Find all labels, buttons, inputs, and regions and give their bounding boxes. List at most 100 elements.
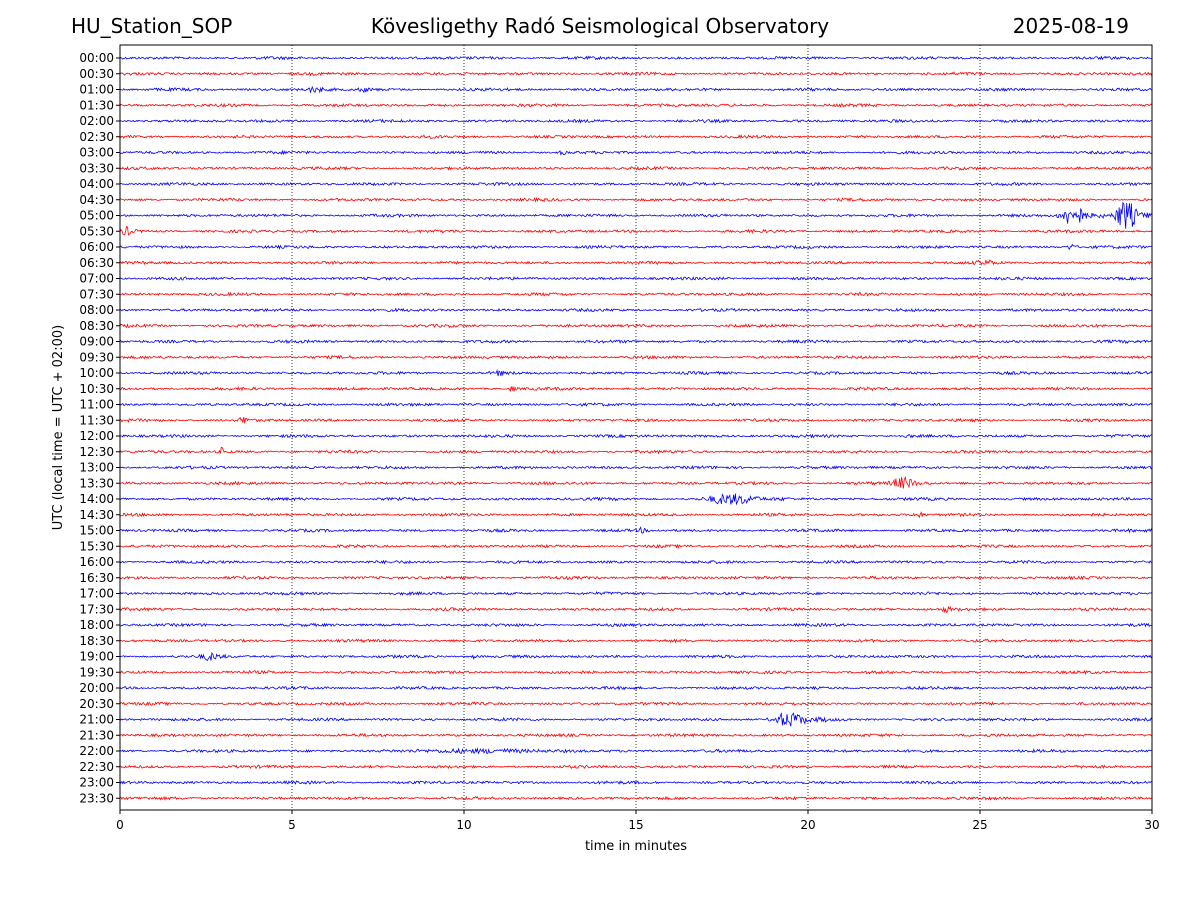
trace-1800 [119, 622, 1153, 628]
trace-2030 [119, 701, 1153, 707]
trace-0300 [119, 149, 1153, 156]
y-tick-label: 23:00 [79, 776, 114, 790]
trace-2100 [119, 712, 1153, 727]
trace-1000 [119, 368, 1153, 377]
y-tick-label: 15:30 [79, 539, 114, 553]
trace-1730 [119, 605, 1153, 614]
y-tick-label: 06:30 [79, 256, 114, 270]
trace-0200 [119, 118, 1152, 124]
x-tick-label: 20 [800, 818, 815, 832]
y-tick-label: 18:00 [79, 618, 114, 632]
y-tick-label: 19:00 [79, 650, 114, 664]
y-tick-label: 21:00 [79, 713, 114, 727]
trace-0000 [119, 55, 1153, 61]
station-label: HU_Station_SOP [71, 14, 233, 38]
trace-0700 [120, 276, 1153, 281]
y-tick-label: 05:00 [79, 209, 114, 223]
y-tick-label: 01:30 [79, 98, 114, 112]
y-tick-label: 11:00 [79, 398, 114, 412]
y-tick-label: 18:30 [79, 634, 114, 648]
y-tick-label: 07:30 [79, 287, 114, 301]
y-tick-label: 19:30 [79, 665, 114, 679]
trace-0900 [119, 339, 1153, 344]
trace-1430 [119, 511, 1153, 519]
y-tick-label: 06:00 [79, 240, 114, 254]
y-tick-label: 23:30 [79, 791, 114, 805]
trace-0030 [119, 71, 1153, 77]
y-tick-label: 13:30 [79, 476, 114, 490]
y-tick-label: 17:30 [79, 602, 114, 616]
date-label: 2025-08-19 [1012, 14, 1129, 38]
trace-2330 [119, 795, 1153, 801]
y-tick-label: 13:00 [79, 461, 114, 475]
trace-1100 [119, 402, 1153, 407]
trace-1500 [119, 526, 1153, 534]
y-tick-label: 20:30 [79, 697, 114, 711]
trace-0830 [119, 323, 1153, 329]
y-tick-label: 03:30 [79, 161, 114, 175]
y-tick-label: 11:30 [79, 413, 114, 427]
y-tick-label: 20:00 [79, 681, 114, 695]
x-tick-label: 30 [1144, 818, 1159, 832]
y-tick-label: 07:00 [79, 272, 114, 286]
trace-0600 [119, 243, 1153, 250]
y-tick-label: 08:30 [79, 319, 114, 333]
y-tick-label: 04:00 [79, 177, 114, 191]
y-tick-label: 22:00 [79, 744, 114, 758]
y-tick-label: 10:00 [79, 366, 114, 380]
y-tick-label: 16:30 [79, 571, 114, 585]
y-tick-label: 09:00 [79, 335, 114, 349]
y-tick-label: 21:30 [79, 728, 114, 742]
trace-2300 [119, 780, 1153, 785]
trace-0430 [119, 196, 1153, 203]
trace-0730 [119, 291, 1153, 297]
y-tick-label: 04:30 [79, 193, 114, 207]
y-axis-label: UTC (local time = UTC + 02:00) [51, 325, 66, 530]
y-tick-label: 01:00 [79, 83, 114, 97]
x-axis-label: time in minutes [585, 839, 687, 854]
trace-0100 [119, 86, 1152, 94]
trace-1400 [119, 493, 1153, 506]
trace-1200 [119, 433, 1153, 439]
y-tick-label: 17:00 [79, 587, 114, 601]
y-tick-label: 05:30 [79, 224, 114, 238]
trace-0330 [119, 165, 1152, 171]
y-tick-label: 10:30 [79, 382, 114, 396]
trace-2130 [119, 732, 1152, 738]
trace-2000 [119, 685, 1153, 691]
y-tick-label: 08:00 [79, 303, 114, 317]
x-tick-label: 5 [288, 818, 296, 832]
trace-1900 [119, 651, 1153, 662]
trace-1930 [119, 669, 1153, 675]
y-tick-label: 14:30 [79, 508, 114, 522]
chart-title: Kövesligethy Radó Seismological Observat… [370, 14, 830, 38]
trace-0630 [119, 258, 1153, 266]
y-tick-label: 12:30 [79, 445, 114, 459]
x-tick-label: 0 [116, 818, 124, 832]
y-tick-label: 16:00 [79, 555, 114, 569]
y-tick-label: 22:30 [79, 760, 114, 774]
trace-1600 [119, 559, 1153, 565]
trace-2230 [120, 764, 1153, 770]
trace-1630 [119, 575, 1153, 581]
trace-2200 [119, 747, 1153, 755]
trace-0530 [119, 225, 1153, 236]
trace-1300 [119, 465, 1153, 471]
y-tick-label: 09:30 [79, 350, 114, 364]
trace-1530 [119, 543, 1153, 550]
y-tick-label: 00:00 [79, 51, 114, 65]
trace-0800 [119, 307, 1153, 313]
trace-1700 [119, 591, 1153, 597]
x-tick-label: 10 [456, 818, 471, 832]
trace-0230 [119, 134, 1153, 140]
y-tick-label: 03:00 [79, 146, 114, 160]
trace-0400 [119, 181, 1153, 187]
y-tick-label: 12:00 [79, 429, 114, 443]
trace-0930 [119, 354, 1153, 360]
y-tick-label: 02:00 [79, 114, 114, 128]
trace-0130 [119, 102, 1153, 108]
x-tick-label: 15 [628, 818, 643, 832]
y-tick-label: 02:30 [79, 130, 114, 144]
y-tick-label: 00:30 [79, 67, 114, 81]
